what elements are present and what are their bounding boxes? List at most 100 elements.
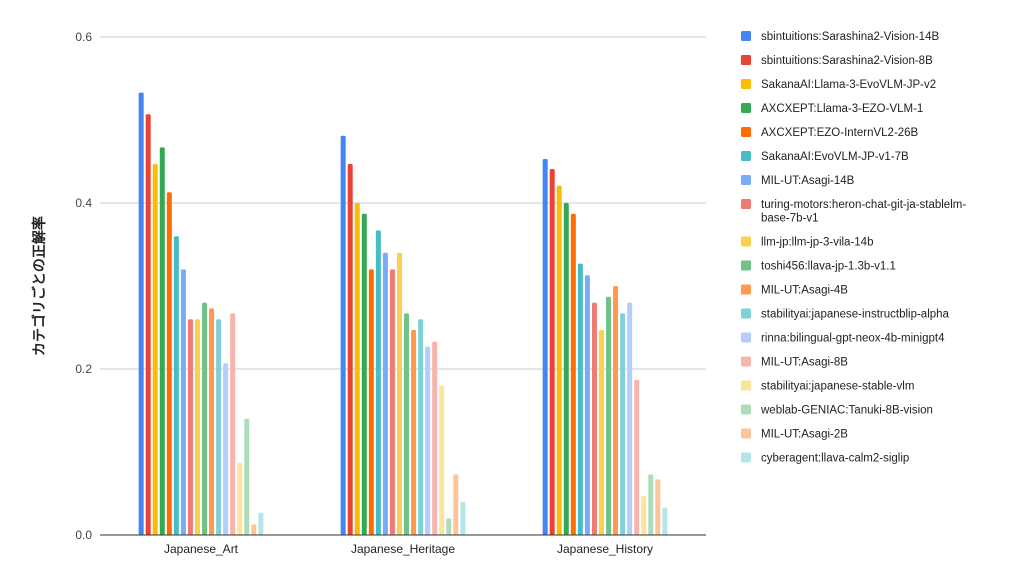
y-axis-label: カテゴリごとの正解率 [31,216,47,356]
bar [439,385,445,535]
bar [549,168,555,535]
bar [375,230,381,535]
bar [613,286,619,535]
legend-item: stabilityai:japanese-stable-vlm [741,380,914,393]
bar [542,159,548,535]
legend-swatch [741,199,751,209]
legend-label: MIL-UT:Asagi-2B [761,429,848,441]
legend-item: SakanaAI:Llama-3-EvoVLM-JP-v2 [741,79,936,91]
legend-item: toshi456:llava-jp-1.3b-v1.1 [741,260,896,273]
bar [354,203,360,535]
bar [418,319,424,535]
axes: 0.0 0.2 0.4 0.6 Japanese_Art Japanese_Heritag… [75,30,706,556]
bar [159,147,165,535]
bar [382,252,388,536]
y-tick-label: 0.6 [75,30,92,44]
bar [152,163,158,536]
bar [389,269,395,535]
bar [404,313,410,535]
bar [230,313,236,535]
bar [173,236,179,535]
y-tick-label: 0.2 [75,362,92,376]
bar [187,319,193,535]
legend-item: llm-jp:llm-jp-3-vila-14b [741,236,873,249]
bar [258,512,264,535]
x-tick-label: Japanese_Heritage [351,542,455,556]
legend-swatch [741,428,751,439]
legend-swatch [741,175,751,185]
bar [425,346,431,535]
bar [340,135,346,535]
legend-swatch [741,55,751,65]
bar [202,302,208,535]
legend-label: sbintuitions:Sarashina2-Vision-8B [761,55,933,67]
bars [138,92,668,536]
legend-item: weblab-GENIAC:Tanuki-8B-vision [741,404,933,417]
legend-swatch [741,31,751,41]
bar [556,185,562,535]
legend-item: sbintuitions:Sarashina2-Vision-8B [741,55,933,67]
bar [584,275,590,535]
bar [641,495,647,535]
bar [577,263,583,535]
bar [361,213,367,536]
bar [145,114,151,535]
legend-label: MIL-UT:Asagi-8B [761,357,848,369]
bar [620,313,626,535]
bar [662,507,668,535]
bar [251,524,257,535]
legend-swatch [741,404,751,415]
legend-label: weblab-GENIAC:Tanuki-8B-vision [760,405,933,417]
legend: sbintuitions:Sarashina2-Vision-14B sbintu… [741,31,966,465]
legend-label: MIL-UT:Asagi-4B [761,285,848,297]
bar [396,252,402,536]
bar [166,192,172,535]
legend-item: MIL-UT:Asagi-8B [741,356,848,369]
bar [223,363,229,535]
x-tick-label: Japanese_History [557,542,653,556]
bar [446,518,452,535]
legend-item: AXCXEPT:EZO-InternVL2-26B [741,127,919,139]
legend-swatch [741,356,751,367]
bar [648,474,654,535]
legend-label: toshi456:llava-jp-1.3b-v1.1 [761,261,896,273]
legend-item: sbintuitions:Sarashina2-Vision-14B [741,31,939,43]
bar [627,302,633,535]
legend-item: AXCXEPT:Llama-3-EZO-VLM-1 [741,103,923,115]
legend-swatch [741,103,751,113]
legend-item: SakanaAI:EvoVLM-JP-v1-7B [741,151,909,163]
bar [368,269,374,535]
legend-swatch [741,236,751,247]
bar [194,319,200,535]
bar [180,269,186,535]
legend-swatch [741,151,751,161]
bar [453,474,459,535]
legend-swatch [741,260,751,271]
bar [606,296,612,535]
legend-label: rinna:bilingual-gpt-neox-4b-minigpt4 [761,333,945,345]
legend-label: SakanaAI:EvoVLM-JP-v1-7B [761,151,909,163]
legend-label: turing-motors:heron-chat-git-ja-stablelm… [761,199,966,225]
legend-label: llm-jp:llm-jp-3-vila-14b [761,237,873,249]
y-tick-label: 0.4 [75,196,92,210]
legend-item: MIL-UT:Asagi-4B [741,284,848,297]
bar [138,92,144,536]
legend-swatch [741,284,751,295]
legend-label: AXCXEPT:EZO-InternVL2-26B [761,127,919,139]
bar [411,329,417,535]
legend-swatch [741,127,751,137]
x-tick-label: Japanese_Art [164,542,239,556]
bar [209,308,215,535]
legend-item: MIL-UT:Asagi-2B [741,428,848,441]
bar [591,302,597,535]
legend-item: turing-motors:heron-chat-git-ja-stablelm… [741,199,966,225]
bar [460,501,466,535]
bar [563,203,569,535]
legend-label: cyberagent:llava-calm2-siglip [761,453,909,465]
legend-swatch [741,332,751,343]
legend-swatch [741,452,751,463]
bar [655,479,661,535]
legend-swatch [741,308,751,319]
